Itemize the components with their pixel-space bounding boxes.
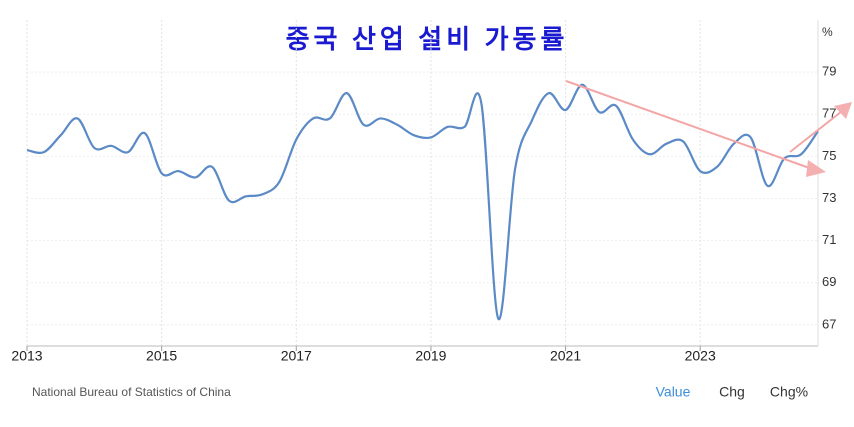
chart-title: 중국 산업 설비 가동률 (286, 25, 569, 54)
y-tick-label: 73 (822, 190, 836, 205)
y-tick-label: 67 (822, 316, 836, 331)
x-tick-label: 2019 (415, 348, 446, 364)
plot-area: 67 69 71 73 75 77 79 2013 2015 2017 2019 2021 2023 (11, 20, 836, 364)
y-tick-label: 75 (822, 148, 836, 163)
y-tick-label: 79 (822, 64, 836, 79)
y-tick-label: 71 (822, 232, 836, 247)
source: National Bureau of Statistics of China (32, 385, 231, 399)
y-tick-label: 69 (822, 274, 836, 289)
x-tick-label: 2021 (550, 348, 581, 364)
arrow-head (834, 102, 852, 119)
tab[interactable]: Value (656, 384, 691, 400)
y-tick-label: 77 (822, 106, 836, 121)
trend-arrow (789, 107, 847, 153)
unit-label: % (822, 25, 833, 39)
x-tick-label: 2023 (685, 348, 716, 364)
tab[interactable]: Chg% (770, 384, 808, 400)
arrow-head (806, 160, 826, 177)
x-tick-label: 2013 (11, 348, 42, 364)
data-line (26, 83, 819, 321)
trend-arrow (565, 80, 816, 171)
tab[interactable]: Chg (719, 384, 745, 400)
x-tick-label: 2017 (281, 348, 312, 364)
x-tick-label: 2015 (146, 348, 177, 364)
annotation-arrows (565, 80, 852, 177)
